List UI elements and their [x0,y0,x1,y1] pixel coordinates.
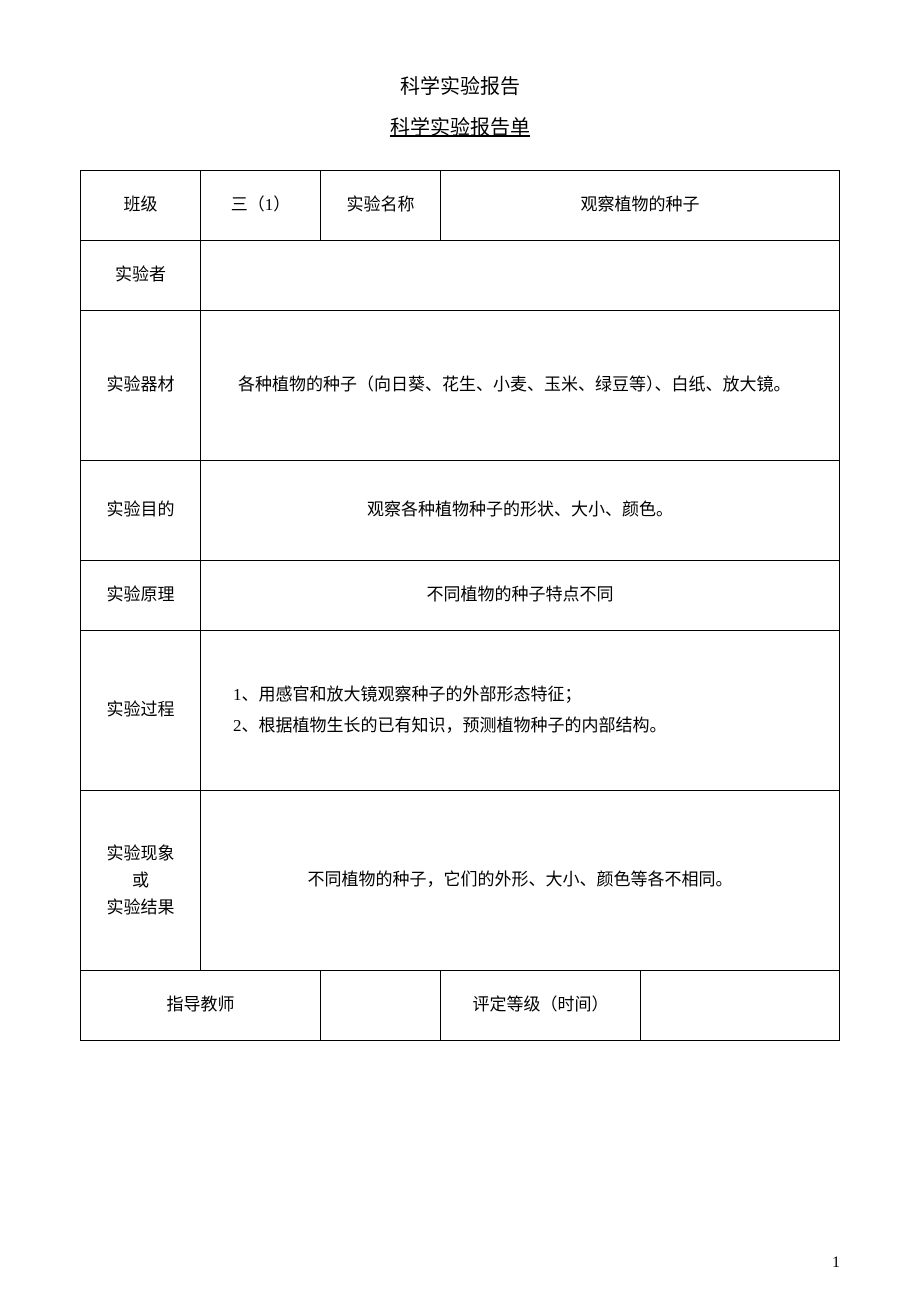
grade-value [641,971,840,1041]
equipment-value: 各种植物的种子（向日葵、花生、小麦、玉米、绿豆等）、白纸、放大镜。 [201,311,840,461]
result-label-line1: 实验现象 [91,840,190,867]
table-row: 实验者 [81,241,840,311]
table-row: 实验原理 不同植物的种子特点不同 [81,561,840,631]
result-label-line2: 或 [91,867,190,894]
teacher-label: 指导教师 [81,971,321,1041]
table-row: 实验过程 1、用感官和放大镜观察种子的外部形态特征； 2、根据植物生长的已有知识… [81,631,840,791]
process-line2: 2、根据植物生长的已有知识，预测植物种子的内部结构。 [233,711,819,742]
purpose-label: 实验目的 [81,461,201,561]
table-row: 指导教师 评定等级（时间） [81,971,840,1041]
purpose-value: 观察各种植物种子的形状、大小、颜色。 [201,461,840,561]
table-row: 实验目的 观察各种植物种子的形状、大小、颜色。 [81,461,840,561]
table-row: 实验器材 各种植物的种子（向日葵、花生、小麦、玉米、绿豆等）、白纸、放大镜。 [81,311,840,461]
result-value: 不同植物的种子，它们的外形、大小、颜色等各不相同。 [201,791,840,971]
result-label: 实验现象 或 实验结果 [81,791,201,971]
class-label: 班级 [81,171,201,241]
page-number: 1 [832,1254,840,1272]
class-value: 三（1） [201,171,321,241]
experiment-name-label: 实验名称 [321,171,441,241]
process-value: 1、用感官和放大镜观察种子的外部形态特征； 2、根据植物生长的已有知识，预测植物… [201,631,840,791]
experiment-name-value: 观察植物的种子 [441,171,840,241]
teacher-value [321,971,441,1041]
experimenter-value [201,241,840,311]
table-row: 班级 三（1） 实验名称 观察植物的种子 [81,171,840,241]
experimenter-label: 实验者 [81,241,201,311]
process-line1: 1、用感官和放大镜观察种子的外部形态特征； [233,680,819,711]
principle-label: 实验原理 [81,561,201,631]
process-label: 实验过程 [81,631,201,791]
equipment-label: 实验器材 [81,311,201,461]
result-label-line3: 实验结果 [91,894,190,921]
grade-label: 评定等级（时间） [441,971,641,1041]
principle-value: 不同植物的种子特点不同 [201,561,840,631]
table-row: 实验现象 或 实验结果 不同植物的种子，它们的外形、大小、颜色等各不相同。 [81,791,840,971]
main-title: 科学实验报告 [80,70,840,99]
sub-title: 科学实验报告单 [80,111,840,140]
experiment-report-table: 班级 三（1） 实验名称 观察植物的种子 实验者 实验器材 各种植物的种子（向日… [80,170,840,1041]
